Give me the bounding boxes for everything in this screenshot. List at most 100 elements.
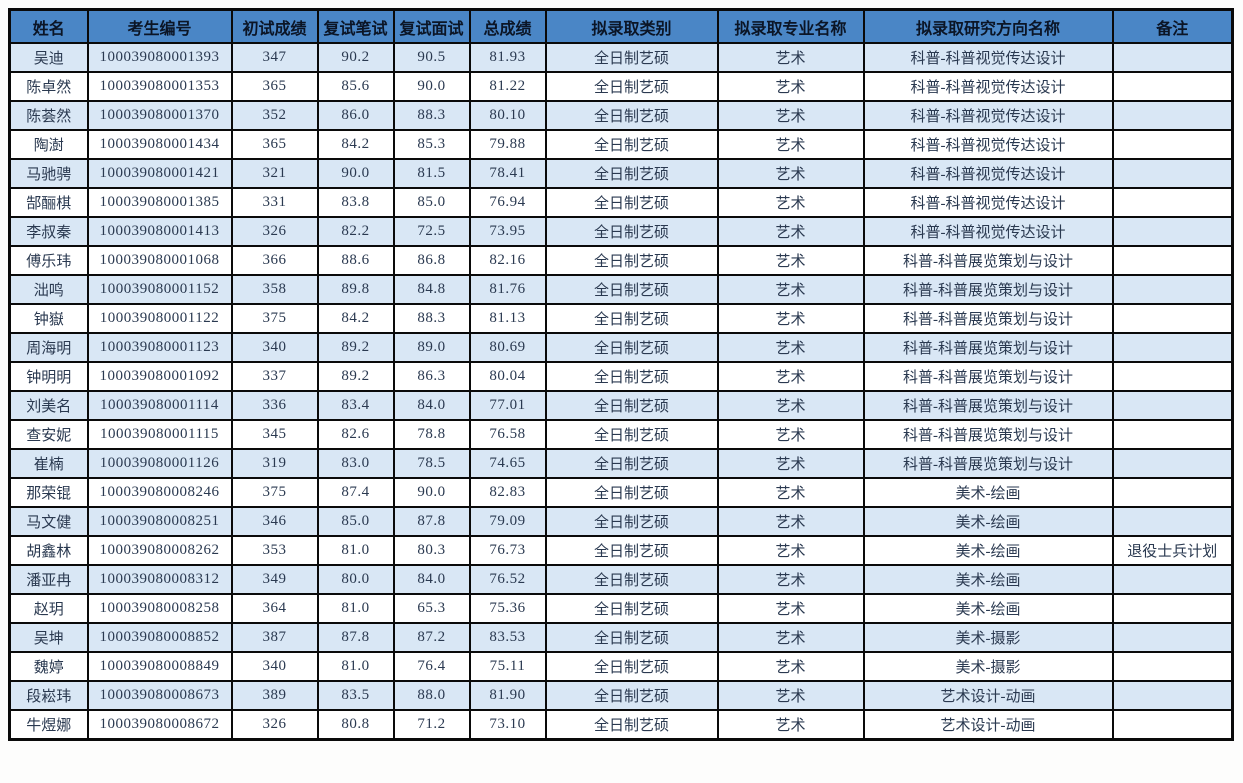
table-cell: 艺术 xyxy=(716,448,865,479)
table-cell: 艺术 xyxy=(716,303,865,334)
table-cell: 艺术 xyxy=(716,564,865,595)
table-cell: 84.2 xyxy=(316,129,395,160)
table-cell: 科普-科普展览策划与设计 xyxy=(862,274,1114,305)
table-row: 胡鑫林 100039080008262 353 81.0 80.3 76.73 全日制艺硕艺… xyxy=(8,535,1234,566)
table-cell: 艺术 xyxy=(716,477,865,508)
table-cell: 科普-科普展览策划与设计 xyxy=(862,419,1114,450)
table-row: 吴迪 100039080001393 347 90.2 90.5 81.93 全日制艺硕 艺术… xyxy=(8,42,1234,73)
table-cell: 375 xyxy=(230,303,319,334)
column-header: 复试笔试 xyxy=(316,8,395,44)
table-row: 崔楠 100039080001126 319 83.0 78.5 74.65 全日制艺硕 艺术… xyxy=(8,448,1234,479)
table-cell xyxy=(1111,564,1234,595)
table-cell: 全日制艺硕 xyxy=(544,274,719,305)
table-cell: 全日制艺硕 xyxy=(544,477,719,508)
table-cell: 80.0 xyxy=(316,564,395,595)
table-cell xyxy=(1111,274,1234,305)
table-cell: 艺术 xyxy=(716,593,865,624)
table-cell: 马文健 xyxy=(8,506,89,537)
table-cell: 346 xyxy=(230,506,319,537)
table-body: 吴迪 100039080001393 347 90.2 90.5 81.93 全日制艺硕 艺术… xyxy=(8,42,1234,741)
table-cell: 100039080008672 xyxy=(86,709,233,741)
table-cell xyxy=(1111,361,1234,392)
table-cell: 科普-科普展览策划与设计 xyxy=(862,448,1114,479)
table-cell: 全日制艺硕 xyxy=(544,42,719,73)
table-cell: 85.0 xyxy=(316,506,395,537)
table-cell xyxy=(1111,332,1234,363)
table-cell: 100039080001068 xyxy=(86,245,233,276)
table-cell: 78.5 xyxy=(392,448,471,479)
table-cell: 科普-科普视觉传达设计 xyxy=(862,158,1114,189)
table-cell: 全日制艺硕 xyxy=(544,187,719,218)
table-cell: 全日制艺硕 xyxy=(544,535,719,566)
table-cell: 陈卓然 xyxy=(8,71,89,102)
table-cell: 88.0 xyxy=(392,680,471,711)
table-cell: 73.10 xyxy=(468,709,547,741)
table-row: 魏婷 100039080008849 340 81.0 76.4 75.11 全日制艺硕 艺术… xyxy=(8,651,1234,682)
table-cell: 全日制艺硕 xyxy=(544,100,719,131)
table-cell xyxy=(1111,158,1234,189)
table-cell: 340 xyxy=(230,651,319,682)
table-cell: 美术-绘画 xyxy=(862,564,1114,595)
table-cell: 全日制艺硕 xyxy=(544,216,719,247)
table-row: 钟明明 100039080001092 337 89.2 86.3 80.04 全日制艺硕艺… xyxy=(8,361,1234,392)
table-cell: 337 xyxy=(230,361,319,392)
table-row: 陶澍 100039080001434 365 84.2 85.3 79.88 全日制艺硕 艺术… xyxy=(8,129,1234,160)
table-cell: 艺术 xyxy=(716,71,865,102)
table-cell: 100039080008673 xyxy=(86,680,233,711)
table-row: 陈荟然 100039080001370 352 86.0 88.3 80.10 全日制艺硕艺… xyxy=(8,100,1234,131)
table-cell: 83.53 xyxy=(468,622,547,653)
column-header: 备注 xyxy=(1111,8,1234,44)
table-cell: 100039080001421 xyxy=(86,158,233,189)
table-cell xyxy=(1111,680,1234,711)
table-cell: 美术-摄影 xyxy=(862,622,1114,653)
table-cell: 吴迪 xyxy=(8,42,89,73)
table-cell xyxy=(1111,71,1234,102)
table-cell xyxy=(1111,216,1234,247)
table-cell xyxy=(1111,303,1234,334)
table-cell: 87.4 xyxy=(316,477,395,508)
table-cell: 80.10 xyxy=(468,100,547,131)
table-cell: 100039080001353 xyxy=(86,71,233,102)
table-cell: 82.16 xyxy=(468,245,547,276)
table-cell: 科普-科普展览策划与设计 xyxy=(862,245,1114,276)
table-cell: 科普-科普展览策划与设计 xyxy=(862,390,1114,421)
table-cell: 326 xyxy=(230,216,319,247)
table-cell: 82.83 xyxy=(468,477,547,508)
table-cell xyxy=(1111,593,1234,624)
table-cell: 80.3 xyxy=(392,535,471,566)
table-cell: 科普-科普视觉传达设计 xyxy=(862,187,1114,218)
table-cell xyxy=(1111,187,1234,218)
table-cell: 郜酾棋 xyxy=(8,187,89,218)
table-cell: 艺术 xyxy=(716,709,865,741)
table-cell: 87.8 xyxy=(392,506,471,537)
table-row: 那荣锟 100039080008246 375 87.4 90.0 82.83 全日制艺硕艺… xyxy=(8,477,1234,508)
table-cell: 艺术 xyxy=(716,274,865,305)
table-cell: 90.2 xyxy=(316,42,395,73)
table-cell: 84.2 xyxy=(316,303,395,334)
table-cell: 100039080001393 xyxy=(86,42,233,73)
table-cell: 387 xyxy=(230,622,319,653)
table-row: 查安妮 100039080001115 345 82.6 78.8 76.58 全日制艺硕艺… xyxy=(8,419,1234,450)
table-cell: 87.8 xyxy=(316,622,395,653)
header-row: 姓名 考生编号 初试成绩 复试笔试 复试面试 总成绩 拟录取类别 拟录取专业名称 拟录取研究方向… xyxy=(8,8,1234,44)
table-cell: 81.5 xyxy=(392,158,471,189)
table-cell: 83.5 xyxy=(316,680,395,711)
table-cell: 358 xyxy=(230,274,319,305)
column-header: 拟录取类别 xyxy=(544,8,719,44)
table-cell: 76.94 xyxy=(468,187,547,218)
table-cell xyxy=(1111,390,1234,421)
table-cell: 78.41 xyxy=(468,158,547,189)
table-cell: 326 xyxy=(230,709,319,741)
table-cell: 76.58 xyxy=(468,419,547,450)
table-cell: 钟嶽 xyxy=(8,303,89,334)
table-cell: 科普-科普视觉传达设计 xyxy=(862,100,1114,131)
table-cell: 90.0 xyxy=(392,477,471,508)
table-cell: 73.95 xyxy=(468,216,547,247)
table-cell: 90.5 xyxy=(392,42,471,73)
table-cell: 艺术 xyxy=(716,42,865,73)
table-cell: 美术-绘画 xyxy=(862,506,1114,537)
table-cell: 83.8 xyxy=(316,187,395,218)
table-cell: 321 xyxy=(230,158,319,189)
table-cell: 65.3 xyxy=(392,593,471,624)
table-cell: 79.09 xyxy=(468,506,547,537)
